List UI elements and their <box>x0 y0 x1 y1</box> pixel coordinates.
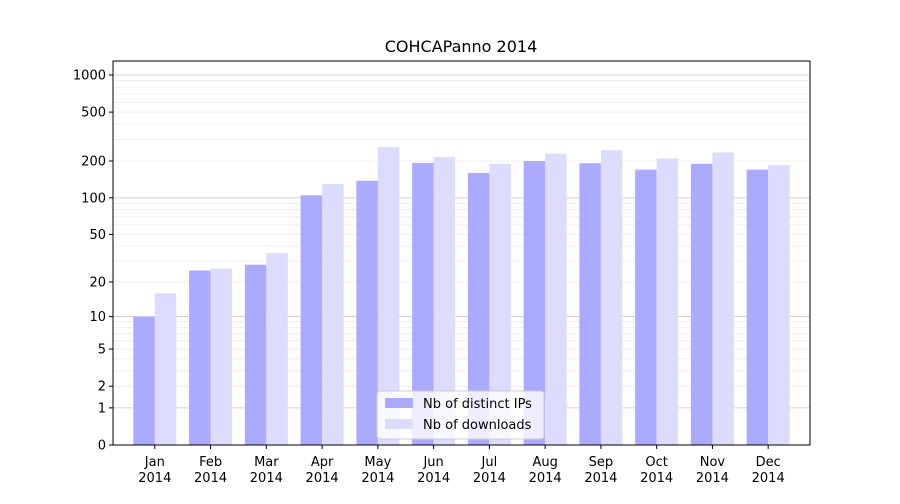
bar-distinct-ips <box>189 270 211 445</box>
chart-title: COHCAPanno 2014 <box>385 37 538 56</box>
legend-frame <box>376 390 545 440</box>
x-tick-year: 2014 <box>529 471 562 486</box>
bar-downloads <box>768 165 790 445</box>
bar-distinct-ips <box>467 172 490 446</box>
bar-distinct-ips <box>300 195 323 445</box>
x-tick-year: 2014 <box>194 471 227 486</box>
x-tick-month: Sep <box>589 455 614 470</box>
y-tick-label: 200 <box>81 155 106 170</box>
x-tick-label: Nov 2014 <box>696 455 729 486</box>
y-tick-label: 20 <box>89 275 106 290</box>
bar-distinct-ips <box>746 169 769 446</box>
x-tick-month: Mar <box>254 455 279 470</box>
x-tick-month: Jun <box>422 455 443 470</box>
legend-label-ips: Nb of distinct IPs <box>423 397 532 412</box>
x-tick-year: 2014 <box>361 471 394 486</box>
bar-downloads <box>656 158 679 445</box>
legend-label-downloads: Nb of downloads <box>423 418 532 433</box>
legend-swatch-ips <box>385 398 413 408</box>
bar-distinct-ips <box>635 169 657 446</box>
x-tick-year: 2014 <box>696 471 729 486</box>
bar-distinct-ips <box>356 180 378 446</box>
bar-downloads <box>322 183 344 446</box>
y-tick-label: 1 <box>98 401 106 416</box>
bar-distinct-ips <box>523 161 546 445</box>
x-tick-month: May <box>364 455 391 470</box>
y-tick-label: 10 <box>89 310 106 325</box>
x-tick-month: Jan <box>144 455 165 470</box>
bar-distinct-ips <box>690 163 713 445</box>
x-tick-label: Jan 2014 <box>138 455 171 486</box>
x-tick-year: 2014 <box>138 471 171 486</box>
x-tick-year: 2014 <box>752 471 785 486</box>
x-tick-year: 2014 <box>584 471 617 486</box>
y-tick-label: 1000 <box>73 69 106 84</box>
x-tick-year: 2014 <box>640 471 673 486</box>
x-tick-label: Jul 2014 <box>473 455 506 486</box>
x-tick-label: May 2014 <box>361 455 394 486</box>
bars <box>133 147 790 446</box>
x-tick-label: Aug 2014 <box>529 455 562 486</box>
x-tick-year: 2014 <box>306 471 339 486</box>
bar-downloads <box>712 152 734 445</box>
bar-distinct-ips <box>579 163 601 446</box>
y-tick-label: 50 <box>89 228 106 243</box>
bar-downloads <box>600 150 623 446</box>
x-tick-month: Feb <box>199 455 222 470</box>
bar-downloads <box>377 147 400 446</box>
bar-distinct-ips <box>412 162 434 445</box>
bar-distinct-ips <box>244 264 267 445</box>
bar-downloads <box>266 253 288 445</box>
x-tick-year: 2014 <box>250 471 283 486</box>
bar-downloads <box>154 293 177 445</box>
x-tick-label: Apr 2014 <box>306 455 339 486</box>
x-tick-year: 2014 <box>473 471 506 486</box>
x-tick-month: Dec <box>756 455 781 470</box>
x-tick-year: 2014 <box>417 471 450 486</box>
bar-downloads <box>210 268 233 445</box>
legend: Nb of distinct IPs Nb of downloads <box>376 390 545 440</box>
x-tick-month: Jul <box>481 455 498 470</box>
x-tick-label: Oct 2014 <box>640 455 673 486</box>
bar-downloads <box>545 153 567 445</box>
x-tick-month: Aug <box>532 455 557 470</box>
x-tick-label: Feb 2014 <box>194 455 227 486</box>
y-axis: 0 1 2 5 10 20 50 100 200 500 1000 <box>73 69 113 454</box>
bar-downloads <box>489 163 511 445</box>
y-tick-label: 0 <box>98 439 106 454</box>
bar-distinct-ips <box>133 316 155 445</box>
y-tick-label: 2 <box>98 380 106 395</box>
y-tick-label: 100 <box>81 191 106 206</box>
plot-frame <box>112 60 811 446</box>
x-tick-label: Sep 2014 <box>584 455 617 486</box>
y-tick-label: 5 <box>98 343 106 358</box>
x-tick-label: Mar 2014 <box>250 455 283 486</box>
x-tick-label: Jun 2014 <box>417 455 450 486</box>
x-tick-label: Dec 2014 <box>752 455 785 486</box>
x-tick-month: Oct <box>645 455 667 470</box>
x-tick-month: Nov <box>700 455 726 470</box>
x-tick-month: Apr <box>311 455 334 470</box>
legend-swatch-downloads <box>385 419 413 429</box>
bar-downloads <box>433 157 456 445</box>
y-tick-label: 500 <box>81 106 106 121</box>
